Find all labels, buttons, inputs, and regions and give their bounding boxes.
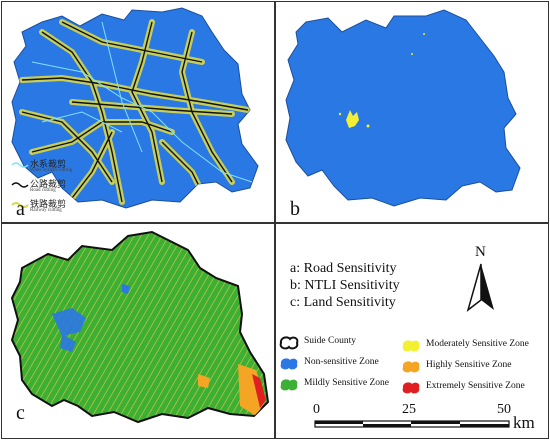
county-outline-icon [279,336,299,350]
legend-railway-cn: 铁路裁剪 [30,199,67,209]
panel-c-land-sensitivity: c [1,223,275,439]
sensitivity-label-a: a: Road Sensitivity [290,261,397,276]
legend-label-highly-sensitive: Highly Sensitive Zone [426,360,512,370]
panel-a-road-sensitivity: 水系裁剪 Water system cutting 公路裁剪 Road cutt… [1,1,275,223]
panel-label-a: a [16,198,25,220]
north-arrow-icon [466,263,494,312]
legend-panel: a: Road Sensitivity b: NTLI Sensitivity … [275,223,549,439]
legend-label-non-sensitive: Non-sensitive Zone [304,357,379,367]
scale-tick-0: 0 [313,402,320,417]
legend-label-extremely-sensitive: Extremely Sensitive Zone [426,381,525,391]
mildly-sensitive-swatch-icon [280,379,298,391]
scale-tick-50: 50 [497,402,511,417]
county-fill-b [285,9,521,207]
map-c [10,230,270,424]
panel-label-c: c [16,402,25,424]
map-b [285,9,521,207]
legend-label-mildly-sensitive: Mildly Sensitive Zone [304,378,389,388]
scale-tick-25: 25 [402,402,416,417]
extremely-sensitive-swatch-icon [402,382,420,394]
legend-road-cn: 公路裁剪 [30,179,67,189]
legend-water-cn: 水系裁剪 [30,159,67,169]
panel-b-ntli-sensitivity: b [275,1,549,223]
panel-label-b: b [290,198,300,220]
north-letter: N [475,244,486,260]
moderately-sensitive-swatch-icon [402,340,420,352]
legend-label-moderately-sensitive: Moderately Sensitive Zone [426,339,529,349]
ntli-hotspot [338,33,425,128]
highly-sensitive-swatch-icon [402,361,420,373]
county-fill-c [10,230,270,424]
legend-railway-en: Railway cutting [30,208,62,213]
legend-road-en: Road cutting [30,188,56,193]
map-a [11,7,259,209]
legend-label-suide-county: Suide County [304,336,356,346]
scale-bar [314,420,510,428]
sensitivity-label-b: b: NTLI Sensitivity [290,278,400,293]
scale-unit: km [513,413,535,432]
non-sensitive-swatch-icon [280,358,298,370]
sensitivity-label-c: c: Land Sensitivity [290,295,396,310]
legend-water-en: Water system cutting [30,168,73,173]
land-zones [52,284,266,416]
